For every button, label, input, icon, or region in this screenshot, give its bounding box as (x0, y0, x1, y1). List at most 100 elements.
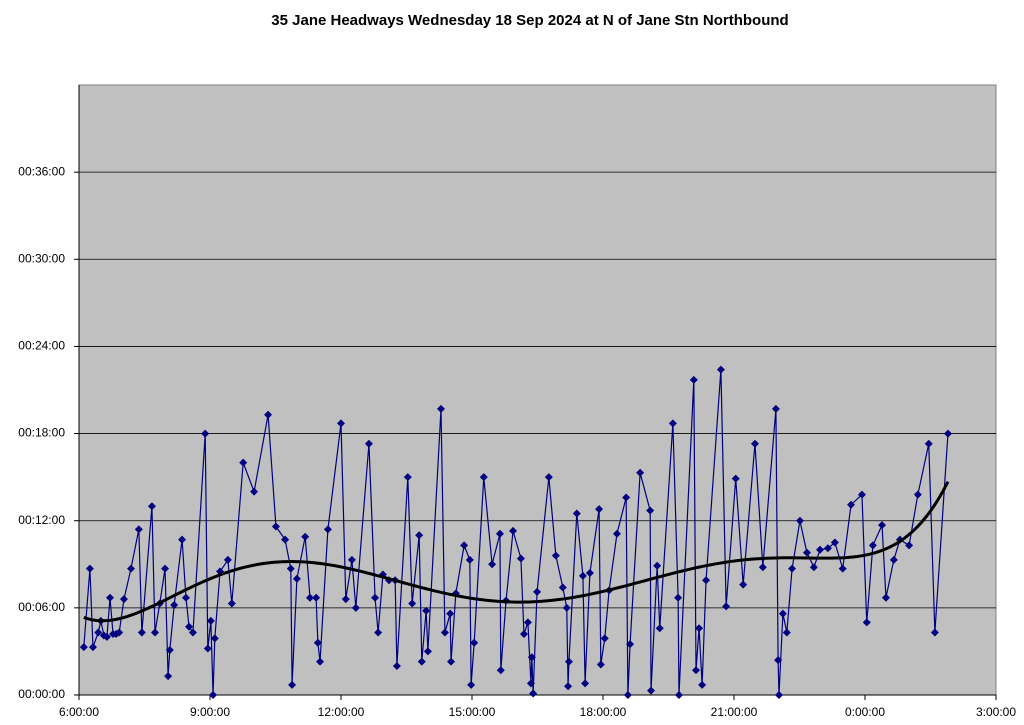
data-point (264, 410, 273, 419)
data-point (830, 538, 839, 547)
data-point (88, 643, 97, 652)
data-point (857, 490, 866, 499)
data-point (527, 653, 536, 662)
data-point (201, 429, 210, 438)
data-point (150, 628, 159, 637)
data-point (305, 593, 314, 602)
data-point (495, 529, 504, 538)
data-point (564, 682, 573, 691)
data-point (323, 525, 332, 534)
data-point (646, 506, 655, 515)
data-point (446, 609, 455, 618)
x-tick-label: 6:00:00 (59, 705, 99, 719)
data-point (564, 657, 573, 666)
data-point (134, 525, 143, 534)
x-tick-label: 15:00:00 (449, 705, 496, 719)
data-point (533, 587, 542, 596)
data-point (79, 643, 88, 652)
data-point (823, 544, 832, 553)
data-point (692, 666, 701, 675)
data-point (596, 660, 605, 669)
data-point (115, 628, 124, 637)
data-point (802, 548, 811, 557)
data-point (281, 535, 290, 544)
data-point (774, 691, 783, 699)
data-point (347, 555, 356, 564)
data-point (739, 580, 748, 589)
data-point (623, 691, 632, 699)
data-point (562, 603, 571, 612)
data-point (147, 502, 156, 511)
data-point (758, 563, 767, 572)
data-point (374, 628, 383, 637)
data-point (716, 365, 725, 374)
data-point (371, 593, 380, 602)
data-point (465, 555, 474, 564)
x-tick-label: 0:00:00 (845, 705, 885, 719)
y-tick-label: 00:30:00 (18, 251, 65, 265)
data-point (223, 555, 232, 564)
x-tick-label: 21:00:00 (711, 705, 758, 719)
data-point (612, 529, 621, 538)
data-point (674, 593, 683, 602)
data-point (292, 574, 301, 583)
data-point (85, 564, 94, 573)
data-point (585, 569, 594, 577)
data-point (364, 439, 373, 448)
data-point (847, 500, 856, 509)
data-point (581, 679, 590, 688)
data-point (722, 602, 731, 611)
data-point (889, 555, 898, 564)
x-tick-label: 12:00:00 (318, 705, 365, 719)
data-point (170, 600, 179, 609)
data-point (816, 545, 825, 554)
data-point (750, 439, 759, 448)
data-point (94, 628, 103, 637)
data-point (578, 571, 587, 580)
data-point (558, 583, 567, 592)
data-point (408, 599, 417, 608)
data-point (337, 419, 345, 428)
data-point (301, 532, 310, 541)
data-point (943, 429, 952, 438)
data-point (698, 680, 707, 689)
data-point (313, 638, 322, 647)
data-point (137, 628, 146, 637)
data-point (286, 564, 295, 573)
data-point (119, 595, 128, 604)
data-point (595, 505, 604, 514)
data-point (809, 563, 818, 572)
plot-area (78, 84, 997, 696)
data-point (447, 657, 456, 666)
data-point (544, 473, 553, 482)
data-point (516, 554, 525, 563)
data-point (178, 535, 187, 544)
data-point (423, 647, 432, 656)
data-point (551, 551, 560, 560)
data-point (674, 691, 683, 699)
data-point (467, 680, 476, 689)
data-point (782, 628, 791, 637)
data-point (488, 560, 497, 569)
data-point (392, 661, 401, 670)
y-tick-label: 00:18:00 (18, 426, 65, 440)
data-point (868, 541, 877, 550)
data-point (271, 522, 280, 531)
data-point (695, 624, 704, 633)
data-point (862, 618, 871, 627)
data-point (795, 516, 804, 525)
data-point (210, 634, 219, 643)
data-point (930, 628, 939, 637)
data-point (203, 644, 212, 653)
data-point (102, 632, 111, 641)
data-point (106, 593, 115, 602)
data-point (572, 509, 581, 518)
data-point (655, 624, 664, 633)
data-point (496, 666, 505, 675)
data-point (838, 564, 847, 573)
data-point (702, 576, 711, 585)
data-point (626, 640, 635, 649)
data-point (731, 474, 740, 483)
trendline (83, 480, 950, 623)
